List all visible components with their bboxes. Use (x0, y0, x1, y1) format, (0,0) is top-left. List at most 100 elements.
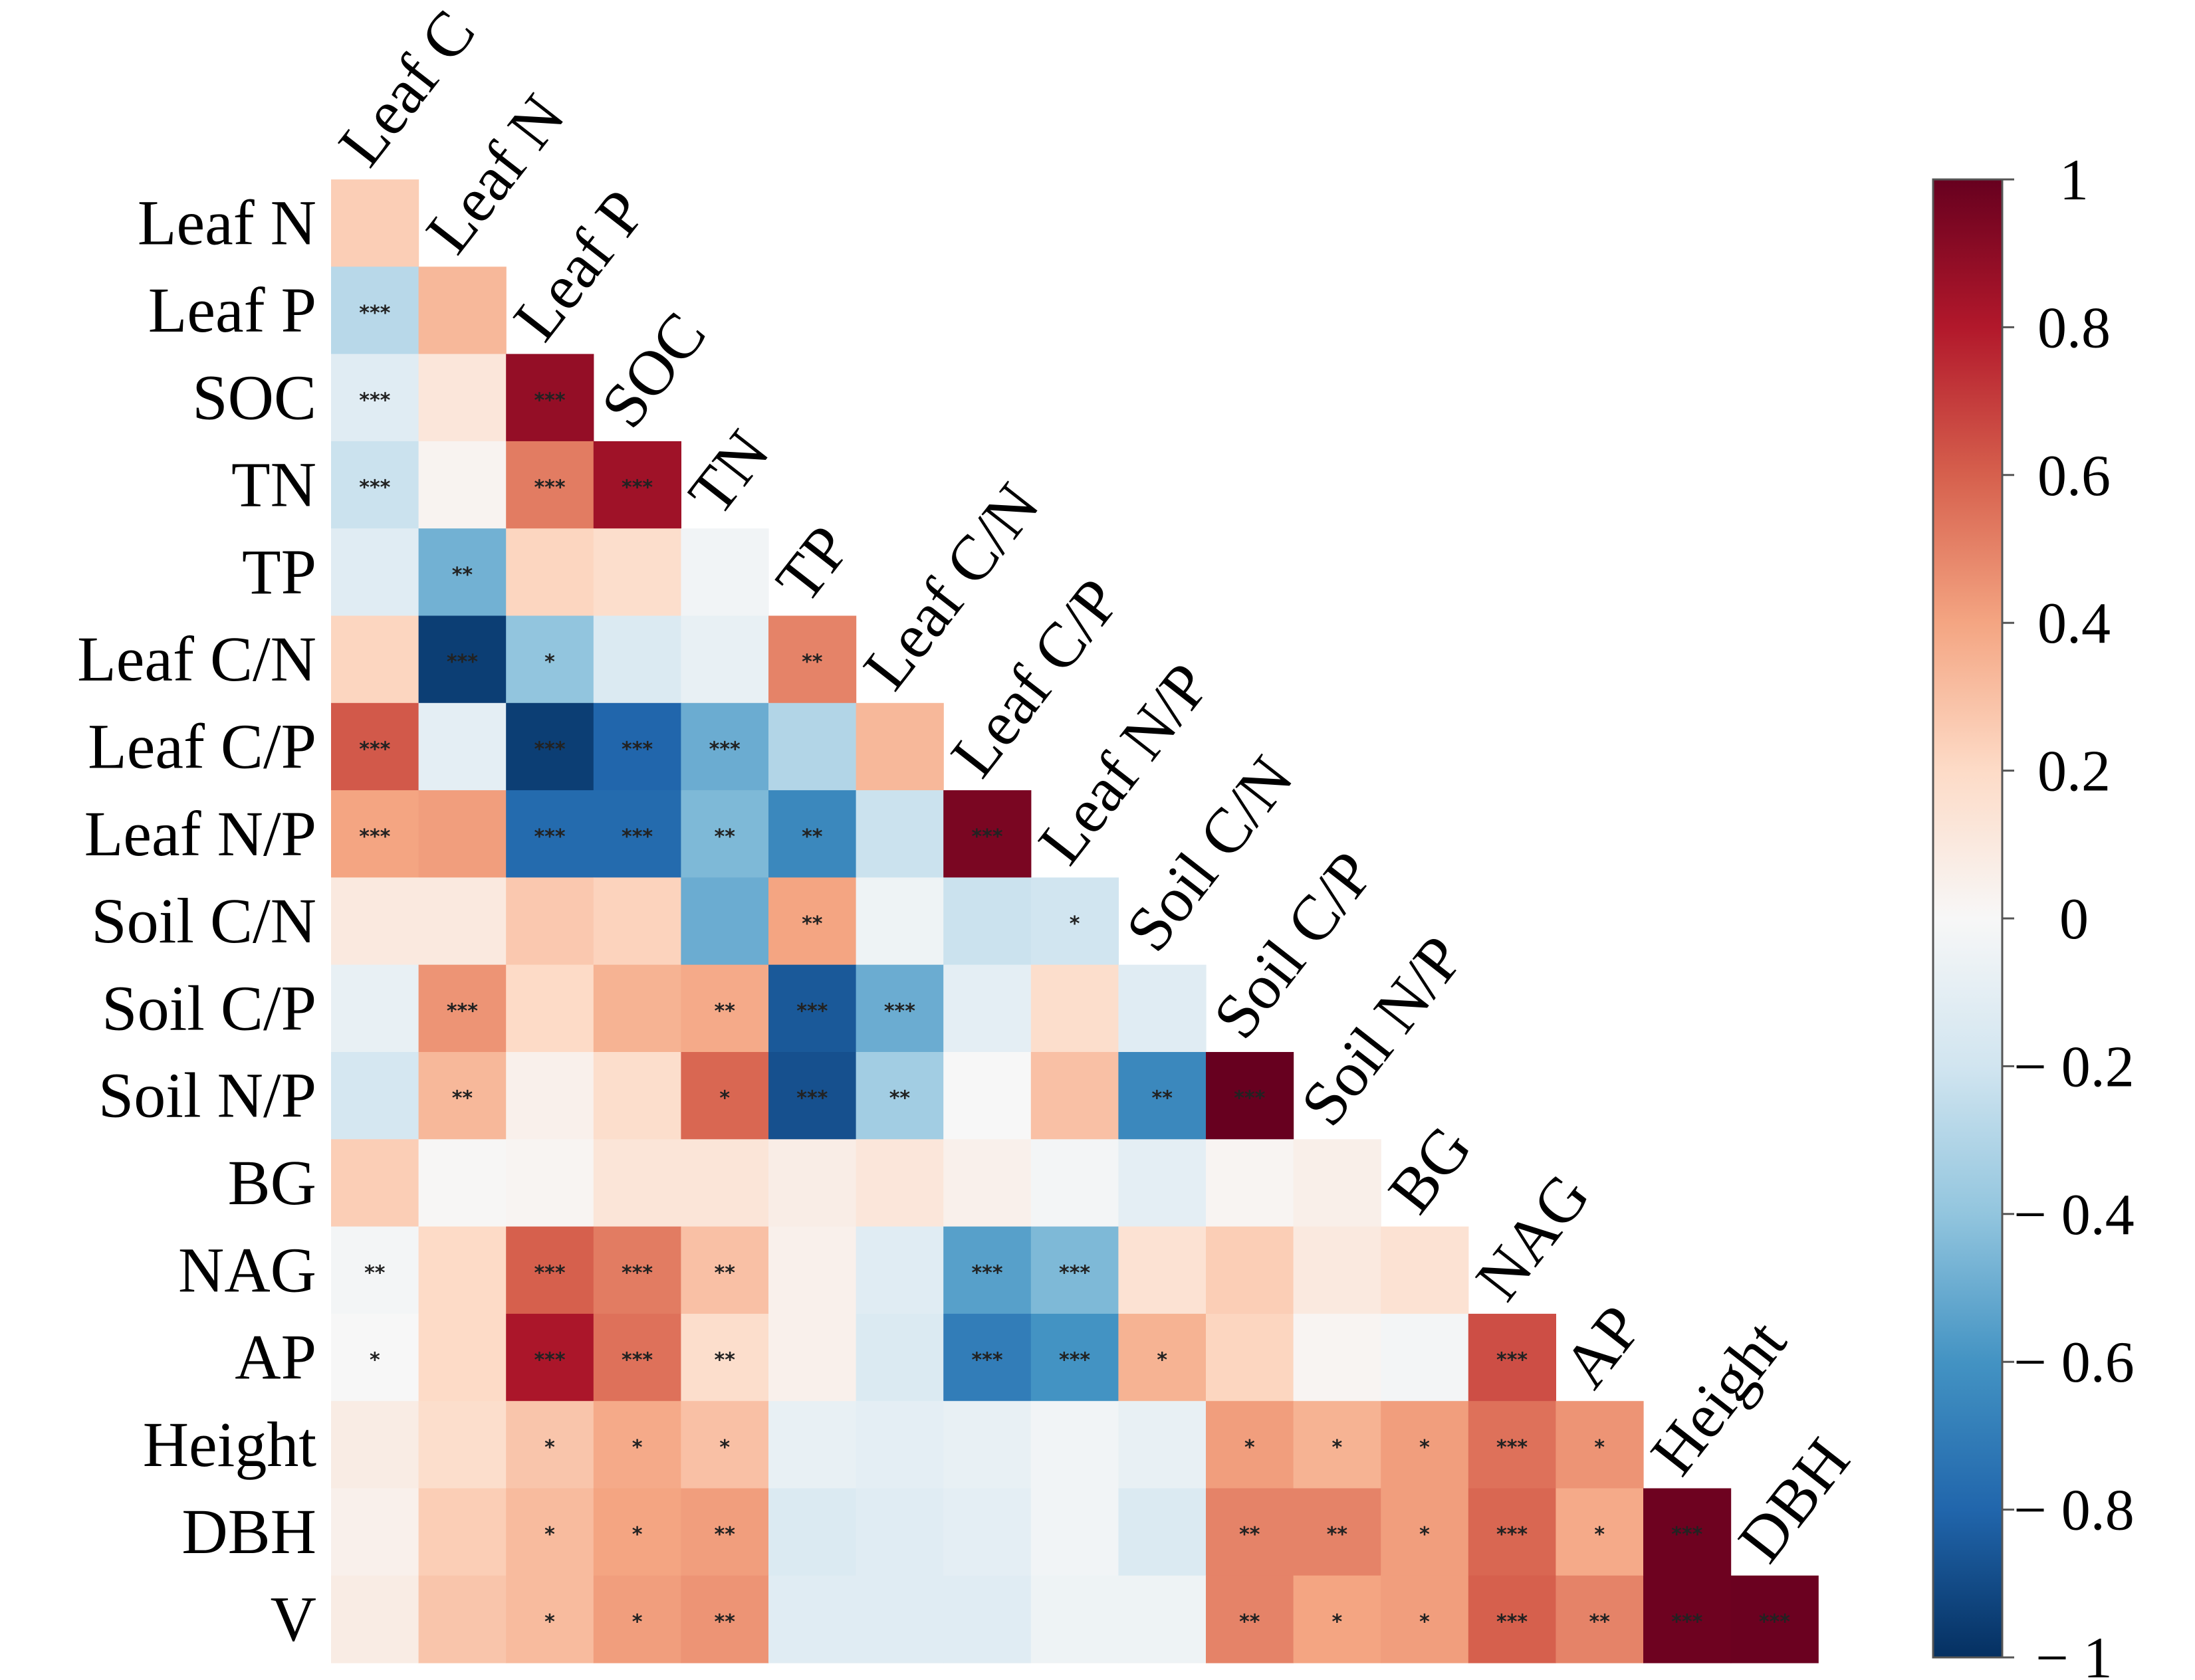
row-label: BG (228, 1147, 316, 1218)
heatmap-cell (331, 441, 419, 529)
heatmap-cell (1206, 1052, 1294, 1140)
significance-marker: * (632, 1436, 643, 1459)
heatmap-cell (1118, 964, 1207, 1053)
heatmap-cell (943, 1313, 1032, 1402)
heatmap-cell (1293, 1575, 1381, 1663)
heatmap-cell (768, 615, 857, 704)
significance-marker: ** (715, 1523, 736, 1546)
significance-marker: *** (1496, 1436, 1528, 1459)
column-label: SOC (587, 299, 719, 441)
heatmap-cell (593, 964, 681, 1053)
significance-marker: *** (1234, 1087, 1265, 1110)
heatmap-cell (1030, 1052, 1119, 1140)
heatmap-cell (1556, 1575, 1644, 1663)
significance-marker: *** (534, 1349, 565, 1372)
heatmap-cell (1293, 1401, 1381, 1489)
heatmap-cell (681, 964, 769, 1053)
heatmap-cell (1381, 1226, 1469, 1314)
heatmap-cell (1030, 1488, 1119, 1576)
heatmap-cell (1381, 1401, 1469, 1489)
heatmap-cell (1030, 1401, 1119, 1489)
significance-marker: * (1419, 1523, 1430, 1546)
significance-marker: *** (1059, 1261, 1090, 1285)
row-label: NAG (178, 1234, 316, 1305)
colorbar-tick-label: 0.2 (2037, 740, 2111, 804)
heatmap-cell (1293, 1139, 1381, 1227)
row-label: Leaf C/N (77, 623, 316, 694)
heatmap-cell (768, 1401, 857, 1489)
row-label: Height (143, 1409, 317, 1480)
heatmap-cell (331, 354, 419, 442)
heatmap-cell (593, 1488, 681, 1576)
heatmap-cell (856, 1575, 944, 1663)
significance-marker: * (544, 1611, 555, 1634)
heatmap-cell (856, 1139, 944, 1227)
heatmap-cell (768, 790, 857, 878)
colorbar-tick-label: − 0.2 (2014, 1035, 2135, 1099)
significance-marker: *** (1496, 1523, 1528, 1546)
heatmap-cell (331, 1575, 419, 1663)
heatmap-cell (768, 702, 857, 791)
significance-marker: *** (359, 302, 390, 325)
significance-marker: *** (709, 738, 741, 762)
colorbar-tick-label: 0.8 (2037, 296, 2111, 360)
significance-marker: *** (1496, 1611, 1528, 1634)
significance-marker: * (1419, 1611, 1430, 1634)
significance-marker: * (1594, 1523, 1605, 1546)
significance-marker: *** (884, 999, 915, 1023)
significance-marker: *** (1671, 1523, 1702, 1546)
significance-marker: *** (622, 1349, 653, 1372)
heatmap-cell (1293, 1226, 1381, 1314)
significance-marker: *** (1671, 1611, 1702, 1634)
heatmap-cell (768, 1313, 857, 1402)
significance-marker: *** (359, 389, 390, 412)
significance-marker: ** (1239, 1523, 1260, 1546)
heatmap-cell (418, 615, 507, 704)
heatmap-cell (1206, 1313, 1294, 1402)
significance-marker: *** (622, 476, 653, 500)
heatmap-cell (681, 1313, 769, 1402)
heatmap-cell (681, 1488, 769, 1576)
colorbar-tick-label: − 0.8 (2014, 1479, 2135, 1543)
row-label: TN (231, 449, 316, 520)
heatmap-cell (418, 441, 507, 529)
heatmap-cell (1556, 1401, 1644, 1489)
colorbar-tick-label: − 0.4 (2014, 1183, 2135, 1247)
colorbar-gradient (1932, 178, 2004, 1659)
significance-marker: *** (796, 1087, 828, 1110)
heatmap-cell (593, 1575, 681, 1663)
significance-marker: *** (971, 1261, 1002, 1285)
significance-marker: *** (971, 1349, 1002, 1372)
heatmap-cell (1468, 1313, 1556, 1402)
heatmap-cell (1118, 1226, 1207, 1314)
heatmap-cells: ****** ****** *** ******** * ***** *** *** *****… (331, 179, 1819, 1663)
heatmap-cell (768, 1575, 857, 1663)
heatmap-cell (593, 1226, 681, 1314)
heatmap-cell (1030, 877, 1119, 966)
heatmap-cell (331, 266, 419, 355)
heatmap-cell (331, 702, 419, 791)
colorbar-tick-label: − 0.6 (2014, 1330, 2135, 1395)
heatmap-cell (506, 1226, 594, 1314)
significance-marker: *** (534, 1261, 565, 1285)
significance-marker: *** (534, 825, 565, 849)
heatmap-cell (943, 1139, 1032, 1227)
heatmap-cell (418, 1401, 507, 1489)
heatmap-cell (856, 964, 944, 1053)
heatmap-cell (506, 1488, 594, 1576)
heatmap-cell (1118, 1575, 1207, 1663)
heatmap-cell (1118, 1488, 1207, 1576)
heatmap-cell (331, 528, 419, 617)
heatmap-cell (331, 964, 419, 1053)
heatmap-cell (506, 354, 594, 442)
colorbar-tick-label: 1 (2059, 148, 2089, 213)
heatmap-cell (943, 1401, 1032, 1489)
row-label: V (271, 1584, 316, 1655)
heatmap-cell (506, 1313, 594, 1402)
column-label: AP (1549, 1293, 1655, 1401)
colorbar: 1 0.8 0.6 0.4 0.2 0 − 0.2 − 0.4 − 0.6 − 0.8 − 1 (1932, 148, 2135, 1680)
row-label: TP (242, 536, 316, 607)
colorbar-tick-label: − 1 (2035, 1626, 2113, 1680)
heatmap-cell (768, 1052, 857, 1140)
heatmap-cell (856, 1401, 944, 1489)
